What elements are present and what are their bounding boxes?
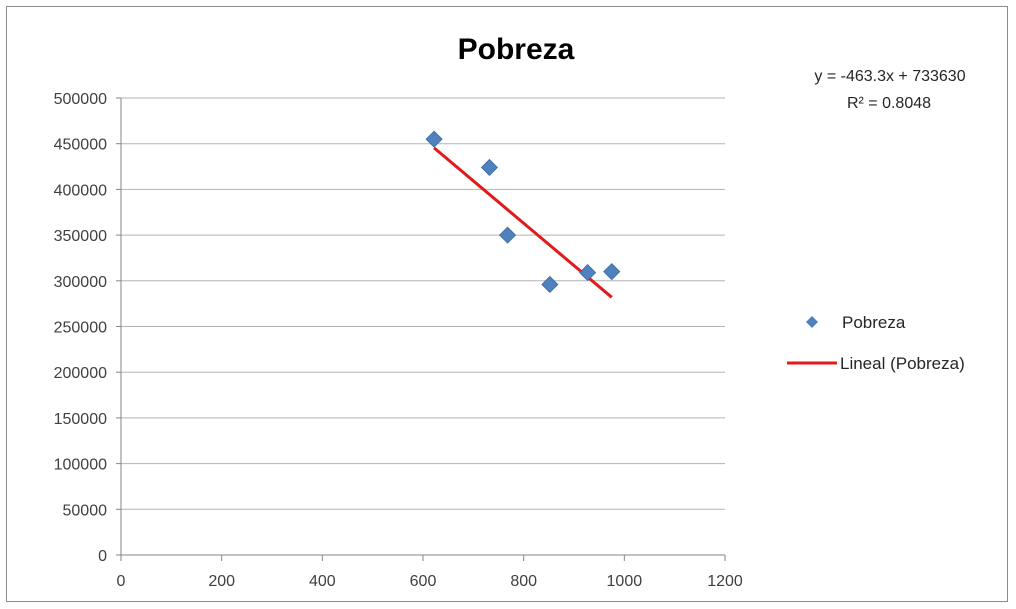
- y-tick-label: 350000: [54, 228, 107, 245]
- x-tick-label: 800: [510, 573, 537, 590]
- x-tick-label: 1000: [607, 573, 643, 590]
- y-tick-label: 400000: [54, 182, 107, 199]
- x-tick-labels: 0 200 400 600 800 1000 1200: [117, 555, 743, 590]
- x-tick-label: 600: [410, 573, 437, 590]
- trendline-r-squared: R² = 0.8048: [847, 95, 931, 112]
- data-point: [425, 130, 443, 148]
- legend: Pobreza Lineal (Pobreza): [787, 313, 965, 373]
- legend-marker-pobreza: [806, 316, 818, 328]
- y-tick-label: 300000: [54, 274, 107, 291]
- gridlines: [121, 97, 725, 510]
- x-tick-label: 1200: [707, 573, 743, 590]
- data-points: [425, 130, 621, 294]
- x-tick-label: 400: [309, 573, 336, 590]
- data-point: [541, 275, 559, 294]
- y-tick-label: 200000: [54, 365, 107, 382]
- chart-frame: [6, 6, 1008, 602]
- x-tick-label: 0: [117, 573, 126, 590]
- legend-label-trend: Lineal (Pobreza): [840, 354, 965, 373]
- y-tick-label: 150000: [54, 411, 107, 428]
- y-tick-label: 250000: [54, 320, 107, 337]
- y-tick-label: 500000: [54, 91, 107, 108]
- legend-diamond: [806, 316, 818, 328]
- y-tick-label: 450000: [54, 137, 107, 154]
- data-point: [603, 263, 621, 281]
- y-tick-labels: 0 50000 100000 150000 200000 250000 300000 3500…: [54, 91, 121, 565]
- data-point: [579, 264, 597, 282]
- legend-label-pobreza: Pobreza: [842, 313, 906, 332]
- data-point: [498, 226, 517, 244]
- y-tick-label: 100000: [54, 457, 107, 474]
- y-tick-label: 0: [98, 548, 107, 565]
- x-tick-label: 200: [208, 573, 235, 590]
- data-point: [480, 158, 499, 177]
- trendline-equation: y = -463.3x + 733630: [814, 68, 965, 85]
- y-tick-label: 50000: [63, 502, 108, 519]
- chart-title: Pobreza: [458, 33, 575, 66]
